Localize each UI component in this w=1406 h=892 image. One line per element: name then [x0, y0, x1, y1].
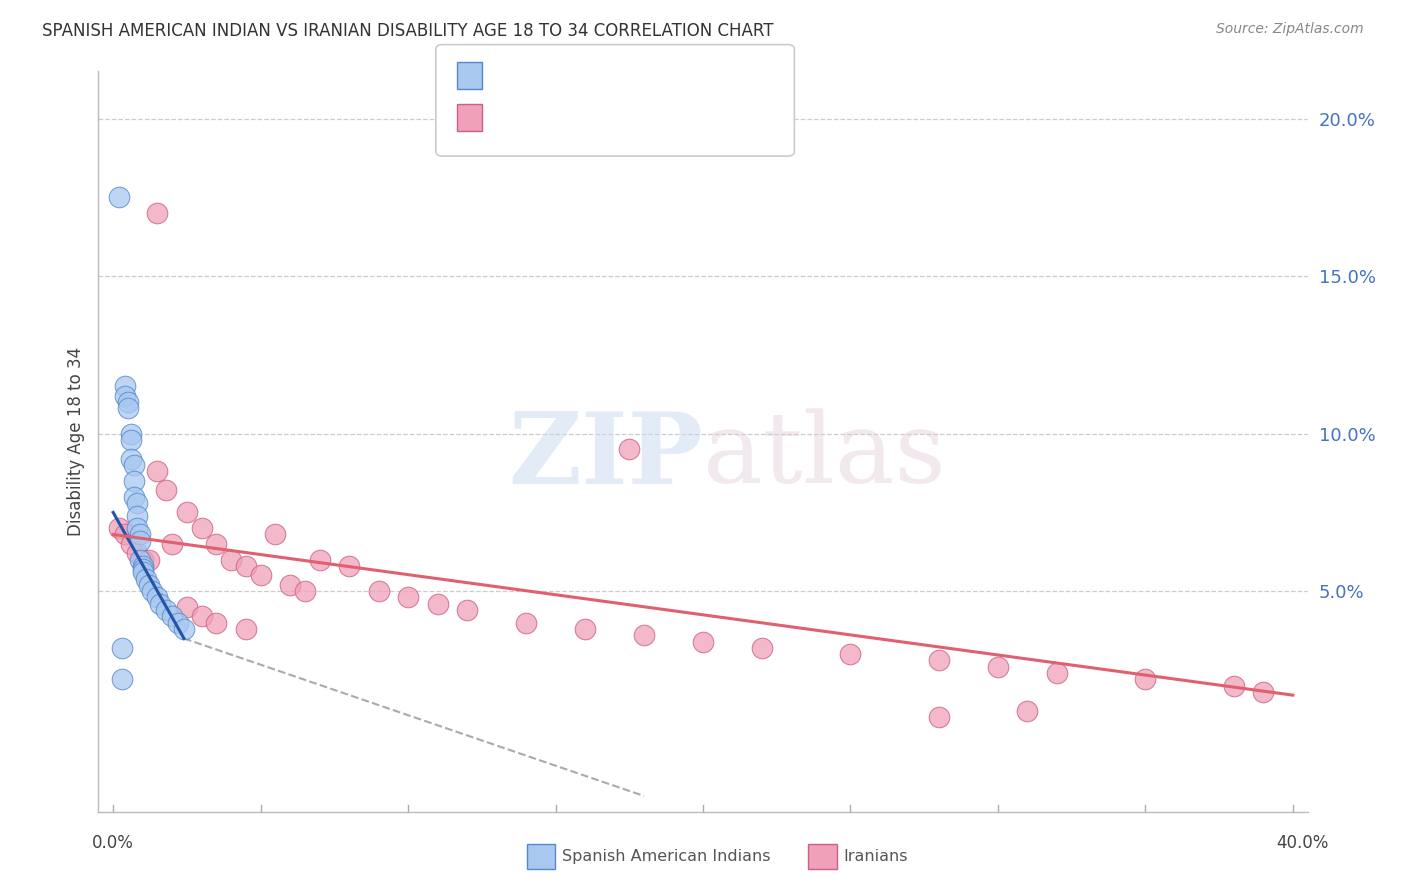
Point: [190, 521, 212, 535]
Point: [146, 465, 169, 479]
Point: [235, 559, 257, 574]
Point: [751, 640, 773, 655]
Point: [574, 622, 596, 636]
Point: [396, 591, 419, 605]
Point: [125, 496, 148, 510]
Point: [515, 615, 537, 630]
Text: atlas: atlas: [703, 409, 946, 504]
Point: [167, 615, 190, 630]
Point: [1017, 704, 1039, 718]
Text: N =: N =: [626, 67, 662, 85]
Point: [114, 379, 136, 393]
Point: [155, 603, 177, 617]
Point: [114, 389, 136, 403]
Point: [1223, 679, 1246, 693]
Point: [987, 660, 1010, 674]
Point: [149, 597, 172, 611]
Point: [128, 552, 150, 566]
Point: [135, 572, 157, 586]
Y-axis label: Disability Age 18 to 34: Disability Age 18 to 34: [66, 347, 84, 536]
Text: 0.0%: 0.0%: [91, 834, 134, 852]
Point: [249, 568, 271, 582]
Point: [125, 508, 148, 523]
Point: [176, 505, 198, 519]
Point: [839, 647, 862, 661]
Text: -0.300: -0.300: [541, 109, 600, 127]
Point: [125, 546, 148, 560]
Point: [128, 527, 150, 541]
Point: [108, 190, 131, 204]
Point: [367, 584, 389, 599]
Point: [122, 458, 145, 472]
Text: ZIP: ZIP: [508, 408, 703, 505]
Point: [117, 401, 139, 416]
Text: 31: 31: [671, 67, 693, 85]
Text: R =: R =: [492, 109, 529, 127]
Point: [278, 578, 301, 592]
Point: [120, 537, 142, 551]
Text: 40.0%: 40.0%: [1277, 834, 1329, 852]
Point: [1253, 685, 1275, 699]
Text: Source: ZipAtlas.com: Source: ZipAtlas.com: [1216, 22, 1364, 37]
Point: [1135, 673, 1157, 687]
Point: [108, 521, 131, 535]
Point: [928, 653, 950, 667]
Point: [131, 566, 153, 580]
Text: R =: R =: [492, 67, 529, 85]
Point: [264, 527, 287, 541]
Point: [160, 537, 183, 551]
Point: [117, 395, 139, 409]
Point: [146, 206, 169, 220]
Point: [294, 584, 316, 599]
Point: [122, 490, 145, 504]
Point: [176, 599, 198, 614]
Text: -0.324: -0.324: [541, 67, 600, 85]
Point: [928, 710, 950, 724]
Point: [155, 483, 177, 498]
Point: [337, 559, 360, 574]
Point: [120, 433, 142, 447]
Point: [205, 615, 228, 630]
Point: [111, 640, 134, 655]
Point: [456, 603, 478, 617]
Text: Iranians: Iranians: [844, 849, 908, 863]
Point: [111, 673, 134, 687]
Point: [131, 552, 153, 566]
Point: [160, 609, 183, 624]
Point: [146, 591, 169, 605]
Point: [131, 562, 153, 576]
Point: [122, 474, 145, 488]
Text: Spanish American Indians: Spanish American Indians: [562, 849, 770, 863]
Point: [131, 559, 153, 574]
Point: [125, 521, 148, 535]
Point: [235, 622, 257, 636]
Text: SPANISH AMERICAN INDIAN VS IRANIAN DISABILITY AGE 18 TO 34 CORRELATION CHART: SPANISH AMERICAN INDIAN VS IRANIAN DISAB…: [42, 22, 773, 40]
Point: [114, 527, 136, 541]
Point: [1046, 666, 1069, 681]
Text: 44: 44: [671, 109, 695, 127]
Point: [219, 552, 242, 566]
Point: [141, 584, 163, 599]
Point: [426, 597, 449, 611]
Text: N =: N =: [626, 109, 662, 127]
Point: [692, 634, 714, 648]
Point: [138, 578, 160, 592]
Point: [205, 537, 228, 551]
Point: [190, 609, 212, 624]
Point: [619, 442, 641, 457]
Point: [138, 552, 160, 566]
Point: [633, 628, 655, 642]
Point: [308, 552, 330, 566]
Point: [120, 426, 142, 441]
Point: [173, 622, 195, 636]
Point: [128, 533, 150, 548]
Point: [120, 451, 142, 466]
